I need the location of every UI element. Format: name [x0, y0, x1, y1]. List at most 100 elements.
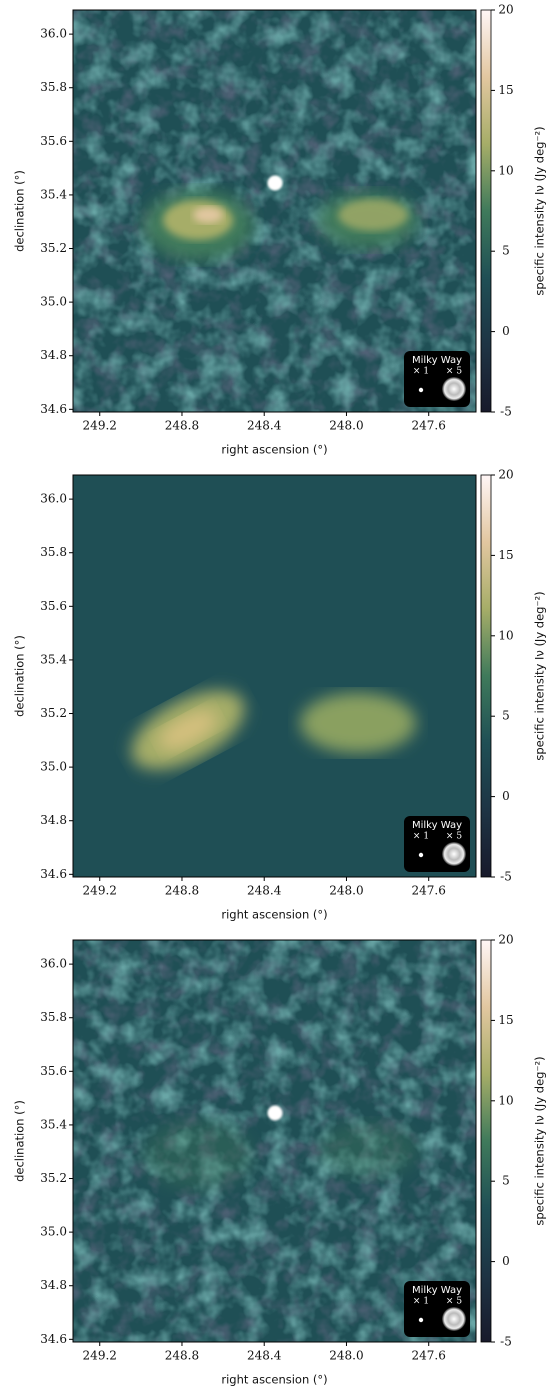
y-tick-label: 35.2 [40, 706, 67, 720]
y-tick-label: 35.8 [40, 80, 67, 94]
x-tick-label: 249.2 [83, 419, 117, 433]
y-tick-label: 35.8 [40, 1010, 67, 1024]
x-tick-label: 248.4 [247, 884, 282, 898]
x-tick-label: 248.8 [165, 884, 199, 898]
colorbar-tick-label: 0 [502, 789, 510, 803]
y-tick-label: 35.2 [40, 1171, 67, 1185]
x-tick-label: 248.4 [247, 419, 282, 433]
source-blob [300, 693, 416, 753]
x-axis-label: right ascension (°) [221, 1373, 327, 1387]
y-tick-label: 35.0 [40, 1225, 67, 1239]
image [73, 940, 476, 1342]
y-tick-label: 35.8 [40, 545, 67, 559]
y-tick-label: 34.6 [40, 402, 67, 416]
x-tick-label: 248.0 [329, 884, 363, 898]
y-tick-label: 35.2 [40, 241, 67, 255]
colorbar-tick-label: -5 [500, 1335, 512, 1349]
plot-frame [72, 9, 477, 413]
colorbar [480, 939, 492, 1343]
colorbar-tick-label: 20 [498, 3, 513, 17]
image-bg [73, 475, 476, 877]
colorbar-label: specific intensity Iν (Jy deg⁻²) [533, 126, 547, 295]
colorbar-label: specific intensity Iν (Jy deg⁻²) [533, 1056, 547, 1225]
inset-label: × 1 [413, 367, 429, 377]
y-tick-label: 34.6 [40, 867, 67, 881]
image [73, 10, 476, 412]
x-tick-label: 247.6 [412, 419, 446, 433]
source-core [158, 710, 218, 750]
galaxy-small [418, 387, 424, 393]
x-tick-label: 248.8 [165, 419, 199, 433]
y-tick-label: 36.0 [40, 492, 67, 506]
x-tick-label: 248.0 [329, 1349, 363, 1363]
colorbar-tick-label: 5 [502, 244, 510, 258]
plot-frame [72, 939, 477, 1343]
y-axis-label: declination (°) [13, 635, 27, 717]
y-tick-label: 36.0 [40, 27, 67, 41]
inset-label: × 1 [413, 1297, 429, 1307]
colorbar-label: specific intensity Iν (Jy deg⁻²) [533, 591, 547, 760]
inset-label: × 1 [413, 832, 429, 842]
y-tick-label: 35.4 [40, 652, 67, 666]
galaxy-small [418, 1317, 424, 1323]
x-axis-label: right ascension (°) [221, 908, 327, 922]
inset-label: × 5 [446, 367, 462, 377]
colorbar-tick-label: 5 [502, 1174, 510, 1188]
y-axis-label: declination (°) [13, 1100, 27, 1182]
y-tick-label: 35.6 [40, 134, 67, 148]
point-source [267, 1105, 283, 1121]
source-blob [143, 1120, 253, 1190]
x-tick-label: 249.2 [83, 884, 117, 898]
colorbar-tick-label: 15 [498, 548, 513, 562]
source-blob [318, 1122, 418, 1178]
y-tick-label: 35.4 [40, 187, 67, 201]
inset-title: Milky Way [412, 820, 462, 831]
y-tick-label: 34.6 [40, 1332, 67, 1346]
galaxy-small [418, 852, 424, 858]
colorbar-tick-label: 10 [498, 628, 513, 642]
colorbar-tick-label: -5 [500, 405, 512, 419]
y-tick-label: 34.8 [40, 348, 67, 362]
x-tick-label: 247.6 [412, 884, 446, 898]
inset-title: Milky Way [412, 1285, 462, 1296]
colorbar-tick-label: 5 [502, 709, 510, 723]
galaxy-large [442, 1307, 466, 1331]
colorbar-tick-label: 20 [498, 933, 513, 947]
colorbar-tick-label: 0 [502, 324, 510, 338]
source-core [338, 199, 408, 231]
colorbar [480, 474, 492, 878]
y-tick-label: 34.8 [40, 813, 67, 827]
x-tick-label: 248.8 [165, 1349, 199, 1363]
y-tick-label: 36.0 [40, 957, 67, 971]
inset-title: Milky Way [412, 355, 462, 366]
inset-label: × 5 [446, 832, 462, 842]
y-tick-label: 35.0 [40, 295, 67, 309]
source-peak [193, 207, 223, 223]
colorbar-tick-label: 0 [502, 1254, 510, 1268]
colorbar-tick-label: 15 [498, 83, 513, 97]
colorbar-tick-label: 10 [498, 1093, 513, 1107]
colorbar-tick-label: 10 [498, 163, 513, 177]
galaxy-large [442, 377, 466, 401]
image [73, 475, 476, 877]
y-tick-label: 35.0 [40, 760, 67, 774]
colorbar-tick-label: 15 [498, 1013, 513, 1027]
plot-frame [72, 474, 477, 878]
y-tick-label: 34.8 [40, 1278, 67, 1292]
x-tick-label: 248.0 [329, 419, 363, 433]
point-source [267, 175, 283, 191]
y-tick-label: 35.6 [40, 1064, 67, 1078]
colorbar [480, 9, 492, 413]
x-tick-label: 249.2 [83, 1349, 117, 1363]
y-axis-label: declination (°) [13, 170, 27, 252]
x-axis-label: right ascension (°) [221, 443, 327, 457]
colorbar-tick-label: -5 [500, 870, 512, 884]
galaxy-large [442, 842, 466, 866]
colorbar-tick-label: 20 [498, 468, 513, 482]
inset-label: × 5 [446, 1297, 462, 1307]
y-tick-label: 35.6 [40, 599, 67, 613]
x-tick-label: 248.4 [247, 1349, 282, 1363]
x-tick-label: 247.6 [412, 1349, 446, 1363]
y-tick-label: 35.4 [40, 1117, 67, 1131]
